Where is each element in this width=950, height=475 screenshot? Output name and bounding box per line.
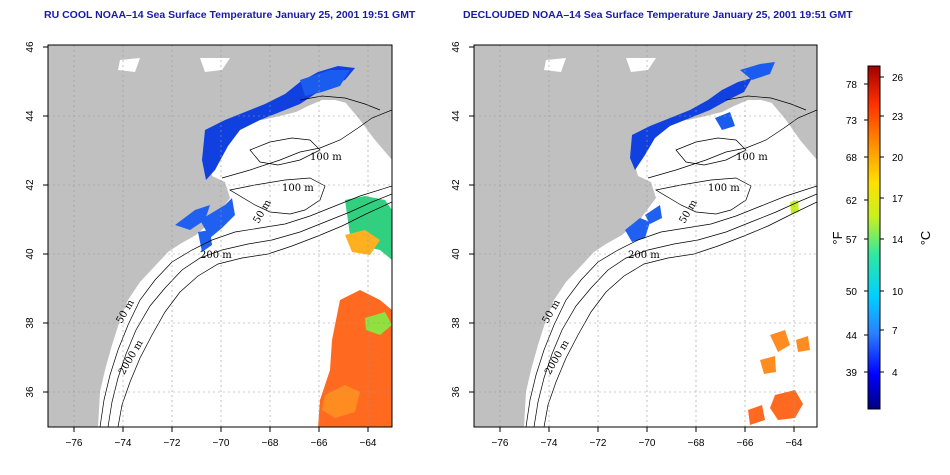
- y-tick-label: 46: [25, 41, 36, 53]
- x-tick-label: −68: [262, 438, 279, 449]
- sst-cold-patch: [175, 198, 235, 252]
- map-title-right: DECLOUDED NOAA–14 Sea Surface Temperatur…: [463, 9, 853, 21]
- celsius-tick: 7: [892, 326, 898, 337]
- x-tick-label: −72: [590, 438, 607, 449]
- x-tick-label: −70: [639, 438, 656, 449]
- sst-cold-patch: [625, 205, 662, 242]
- y-tick-label: 38: [25, 317, 36, 329]
- sst-cold-patch: [300, 70, 350, 96]
- celsius-tick: 20: [892, 153, 904, 164]
- temperature-colorbar: 78 73 68 62 57 50 44 39 26 23 20 17 14 1…: [830, 65, 933, 410]
- depth-contour: [117, 201, 392, 427]
- sst-cold-patch: [715, 62, 775, 130]
- fahrenheit-tick: 44: [846, 331, 858, 342]
- contour-label: 100 m: [736, 152, 768, 163]
- x-tick-label: −64: [360, 438, 377, 449]
- colorbar-gradient: [867, 65, 881, 410]
- celsius-tick: 26: [892, 73, 904, 84]
- fahrenheit-tick: 68: [846, 153, 858, 164]
- depth-contour: [655, 177, 752, 215]
- x-tick-label: −72: [164, 438, 181, 449]
- depth-contour: [533, 193, 817, 427]
- depth-contour: [229, 177, 326, 215]
- fahrenheit-unit-label: °F: [830, 231, 845, 244]
- sst-warm-patch: [345, 196, 392, 260]
- x-tick-label: −64: [786, 438, 803, 449]
- fahrenheit-tick: 50: [846, 287, 858, 298]
- y-tick-label: 40: [25, 248, 36, 260]
- y-tick-label: 38: [451, 317, 462, 329]
- y-tick-label: 44: [451, 110, 462, 122]
- contour-label: 100 m: [708, 183, 740, 194]
- sst-cold-patch: [630, 78, 752, 170]
- x-tick-label: −66: [311, 438, 328, 449]
- sst-warm-patch: [345, 230, 380, 255]
- y-tick-label: 36: [451, 386, 462, 398]
- fahrenheit-tick: 73: [846, 116, 858, 127]
- depth-contour: [221, 109, 392, 179]
- contour-label: 200 m: [200, 250, 232, 261]
- sst-warm-patch: [748, 390, 803, 425]
- cloud-cover: [544, 58, 656, 72]
- fahrenheit-tick: 57: [846, 235, 858, 246]
- x-tick-label: −74: [541, 438, 558, 449]
- sst-warm-patch: [322, 385, 360, 418]
- x-tick-label: −68: [688, 438, 705, 449]
- celsius-tick: 23: [892, 112, 904, 123]
- land-mass: [474, 45, 817, 427]
- y-tick-label: 36: [25, 386, 36, 398]
- depth-contour: [647, 109, 817, 179]
- x-tick-label: −76: [492, 438, 509, 449]
- celsius-unit-label: °C: [918, 231, 933, 246]
- celsius-tick: 14: [892, 235, 904, 246]
- celsius-tick: 10: [892, 287, 904, 298]
- fahrenheit-tick: 62: [846, 196, 858, 207]
- celsius-tick: 17: [892, 194, 904, 205]
- y-tick-label: 44: [25, 110, 36, 122]
- map-title-left: RU COOL NOAA–14 Sea Surface Temperature …: [44, 9, 416, 21]
- sst-warm-patch: [365, 312, 392, 335]
- sst-warm-patch: [790, 200, 799, 214]
- depth-contour: [299, 95, 381, 111]
- contour-label: 100 m: [310, 152, 342, 163]
- depth-contour: [107, 193, 392, 427]
- depth-contour: [99, 185, 392, 427]
- contour-label: 100 m: [282, 183, 314, 194]
- x-tick-label: −76: [66, 438, 83, 449]
- sst-map-right: 100 m 100 m 50 m 200 m 50 m 2000 m −76 −…: [451, 41, 818, 449]
- x-tick-label: −66: [737, 438, 754, 449]
- sst-warm-patch: [760, 330, 810, 374]
- depth-contour: [675, 137, 747, 166]
- depth-contour: [525, 185, 817, 427]
- y-tick-label: 40: [451, 248, 462, 260]
- depth-contour: [725, 95, 807, 111]
- x-tick-label: −74: [115, 438, 132, 449]
- y-tick-label: 42: [25, 179, 36, 191]
- y-tick-label: 46: [451, 41, 462, 53]
- cloud-cover: [118, 58, 230, 72]
- y-tick-label: 42: [451, 179, 462, 191]
- depth-contour: [543, 201, 817, 427]
- contour-label: 200 m: [628, 250, 660, 261]
- fahrenheit-tick: 39: [846, 368, 858, 379]
- fahrenheit-tick: 78: [846, 80, 858, 91]
- celsius-tick: 4: [892, 368, 898, 379]
- x-tick-label: −70: [213, 438, 230, 449]
- sst-map-left: 100 m 100 m 50 m 200 m 50 m 2000 m −76 −…: [25, 41, 393, 449]
- land-mass: [48, 45, 392, 427]
- depth-contour: [249, 137, 321, 166]
